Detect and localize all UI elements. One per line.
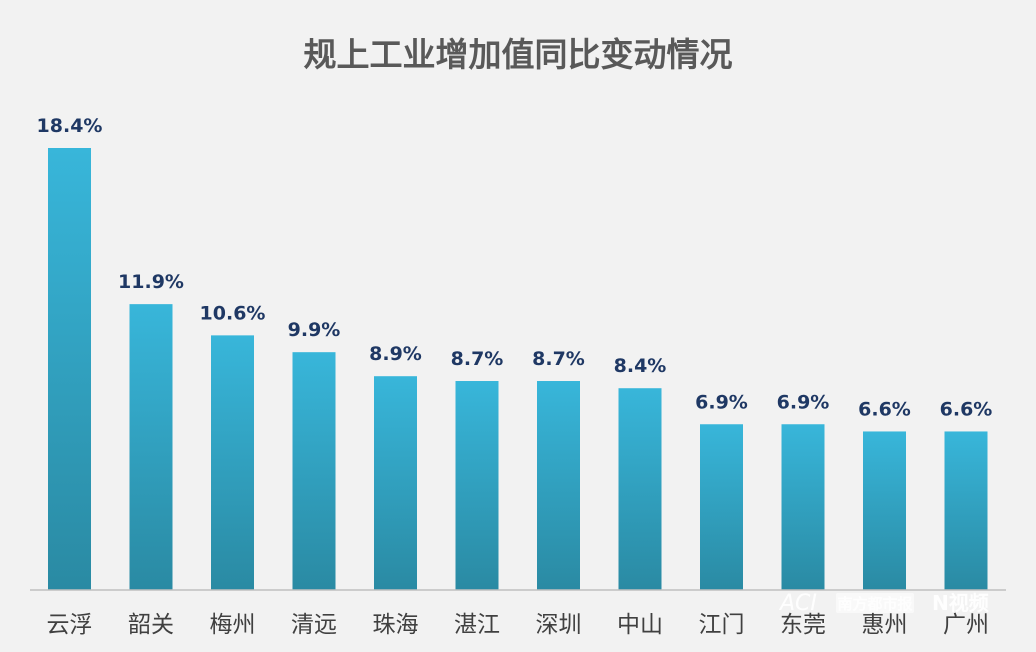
bar-韶关 <box>129 304 173 590</box>
bar-东莞 <box>781 424 825 590</box>
watermark-badge-text: 南方都市报 <box>837 595 912 613</box>
category-label: 东莞 <box>780 612 826 638</box>
category-label: 韶关 <box>128 612 174 638</box>
category-label: 广州 <box>943 612 989 638</box>
watermark: ACI 南方都市报 N视频 <box>778 591 989 616</box>
category-label: 江门 <box>699 612 745 638</box>
category-label: 中山 <box>617 612 663 638</box>
bar-湛江 <box>455 381 499 590</box>
bar-珠海 <box>374 376 417 590</box>
bar-中山 <box>618 388 662 590</box>
value-label: 8.4% <box>614 355 667 377</box>
value-label: 8.7% <box>451 348 504 370</box>
category-label: 湛江 <box>454 612 500 638</box>
watermark-left-text: ACI <box>778 591 817 616</box>
bar-惠州 <box>863 431 906 590</box>
category-label: 梅州 <box>210 612 256 638</box>
value-label: 6.6% <box>940 398 993 420</box>
category-label: 惠州 <box>862 612 908 638</box>
category-label: 珠海 <box>373 612 419 638</box>
category-label: 云浮 <box>47 612 93 638</box>
chart-title: 规上工业增加值同比变动情况 <box>304 35 733 74</box>
watermark-badge-bg <box>836 593 914 613</box>
bar-梅州 <box>211 335 254 590</box>
value-label: 6.6% <box>858 398 911 420</box>
value-label: 10.6% <box>200 302 266 324</box>
bar-深圳 <box>537 381 580 590</box>
value-label: 18.4% <box>37 115 103 137</box>
value-label: 8.7% <box>532 348 585 370</box>
bar-广州 <box>944 431 988 590</box>
value-label: 9.9% <box>288 319 341 341</box>
category-label: 深圳 <box>536 612 582 638</box>
bar-清远 <box>292 352 336 590</box>
value-label: 6.9% <box>777 391 830 413</box>
value-label: 6.9% <box>695 391 748 413</box>
value-label: 11.9% <box>118 271 184 293</box>
value-label: 8.9% <box>369 343 422 365</box>
category-labels: 云浮 韶关 梅州 清远 珠海 湛江 深圳 中山 江门 东莞 惠州 广州 <box>47 612 990 638</box>
watermark-right-text: N视频 <box>932 591 989 615</box>
bar-云浮 <box>48 148 91 590</box>
bars-group: 18.4% 11.9% 10.6% 9.9% 8.9% 8.7% 8.7% 8.4% 6.9% 6… <box>37 115 993 590</box>
bar-江门 <box>700 424 743 590</box>
category-label: 清远 <box>291 612 337 638</box>
